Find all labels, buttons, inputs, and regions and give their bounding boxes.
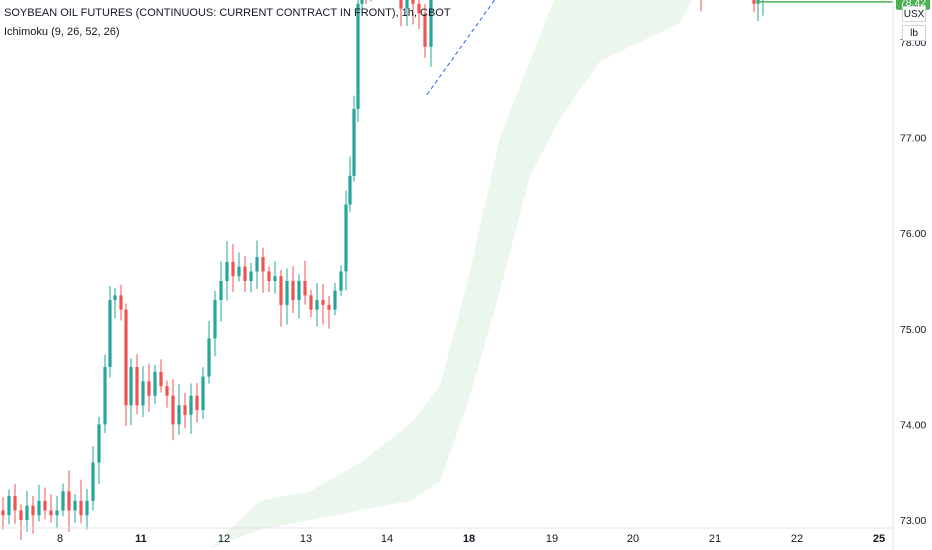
candle-body — [333, 290, 337, 310]
x-tick-label: 19 — [546, 533, 558, 545]
x-tick-label: 13 — [300, 533, 312, 545]
candle-body — [1, 510, 5, 516]
candle-body — [124, 309, 128, 406]
candle-body — [165, 386, 169, 396]
candle-body — [405, 0, 409, 9]
x-tick-label: 11 — [135, 533, 147, 545]
candles-layer — [1, 0, 764, 540]
candle-body — [141, 381, 145, 406]
candle-body — [339, 271, 343, 291]
candle-body — [360, 0, 364, 4]
candle-body — [344, 204, 348, 272]
candle-body — [752, 0, 756, 4]
support-price-badge-text: 78.42 — [900, 0, 926, 9]
candle-body — [273, 276, 277, 281]
chart-title: SOYBEAN OIL FUTURES (CONTINUOUS: CURRENT… — [4, 7, 451, 19]
candle-body — [225, 261, 229, 281]
candle-body — [309, 295, 313, 310]
ichimoku-cloud-layer — [210, 0, 692, 549]
candle-body — [135, 367, 139, 406]
candle-body — [31, 505, 35, 516]
candle-body — [129, 367, 133, 406]
candle-body — [348, 175, 352, 205]
candle-body — [411, 0, 415, 4]
candle-body — [91, 462, 95, 501]
candle-body — [321, 300, 325, 305]
candle-body — [85, 500, 89, 516]
x-tick-label: 22 — [791, 533, 803, 545]
candle-body — [261, 257, 265, 272]
candle-body — [352, 108, 356, 176]
candle-body — [189, 395, 193, 415]
candle-body — [25, 505, 29, 520]
candle-body — [67, 491, 71, 511]
candle-body — [37, 500, 41, 516]
candle-body — [119, 295, 123, 310]
candle-body — [231, 261, 235, 277]
candle-body — [61, 491, 65, 511]
y-tick-label: 76.00 — [900, 228, 926, 240]
indicator-label[interactable]: Ichimoku (9, 26, 52, 26) — [4, 26, 120, 38]
candle-body — [159, 371, 163, 387]
candle-body — [399, 0, 403, 9]
measure-unit-button[interactable]: lb — [902, 25, 926, 41]
candle-body — [429, 0, 433, 47]
candle-body — [55, 510, 59, 516]
candle-body — [73, 500, 77, 511]
candle-body — [285, 281, 289, 305]
candle-body — [97, 424, 101, 463]
candle-body — [417, 3, 421, 14]
candle-body — [79, 500, 83, 516]
candle-body — [237, 266, 241, 277]
candle-body — [243, 266, 247, 281]
candle-body — [43, 500, 47, 511]
candle-body — [183, 405, 187, 415]
candle-body — [195, 395, 199, 411]
candle-body — [7, 496, 11, 516]
y-tick-label: 74.00 — [900, 419, 926, 431]
candle-body — [201, 376, 205, 411]
candle-body — [315, 300, 319, 310]
candle-body — [103, 367, 107, 425]
x-tick-label: 14 — [381, 533, 393, 545]
x-tick-label: 20 — [627, 533, 639, 545]
candle-body — [255, 257, 259, 272]
candle-body — [303, 281, 307, 296]
candle-body — [19, 510, 23, 520]
x-tick-label: 21 — [709, 533, 721, 545]
candle-body — [171, 395, 175, 425]
drawings-layer: 0.786(81.46)50.0%(79.86)1st resistancePi… — [426, 0, 893, 95]
candle-body — [423, 13, 427, 47]
candle-body — [113, 295, 117, 301]
candle-body — [279, 276, 283, 305]
x-tick-label: 12 — [218, 533, 230, 545]
candle-body — [356, 3, 360, 109]
candle-body — [219, 281, 223, 301]
y-tick-label: 73.00 — [900, 515, 926, 527]
candle-body — [249, 271, 253, 281]
y-tick-label: 77.00 — [900, 133, 926, 145]
candle-body — [153, 371, 157, 396]
candle-body — [177, 405, 181, 425]
candle-body — [13, 496, 17, 511]
candle-body — [207, 338, 211, 377]
candle-body — [213, 300, 217, 339]
x-tick-label: 18 — [463, 533, 475, 545]
x-tick-label: 8 — [57, 533, 63, 545]
ichimoku-cloud — [210, 0, 692, 549]
x-tick-label: 25 — [873, 533, 885, 545]
y-tick-label: 75.00 — [900, 324, 926, 336]
candle-body — [291, 281, 295, 301]
candle-body — [327, 304, 331, 310]
candle-body — [108, 300, 112, 368]
candle-body — [267, 271, 271, 281]
currency-unit-button[interactable]: USX — [902, 6, 926, 22]
candle-body — [297, 281, 301, 301]
candle-body — [147, 381, 151, 396]
candle-body — [49, 510, 53, 516]
